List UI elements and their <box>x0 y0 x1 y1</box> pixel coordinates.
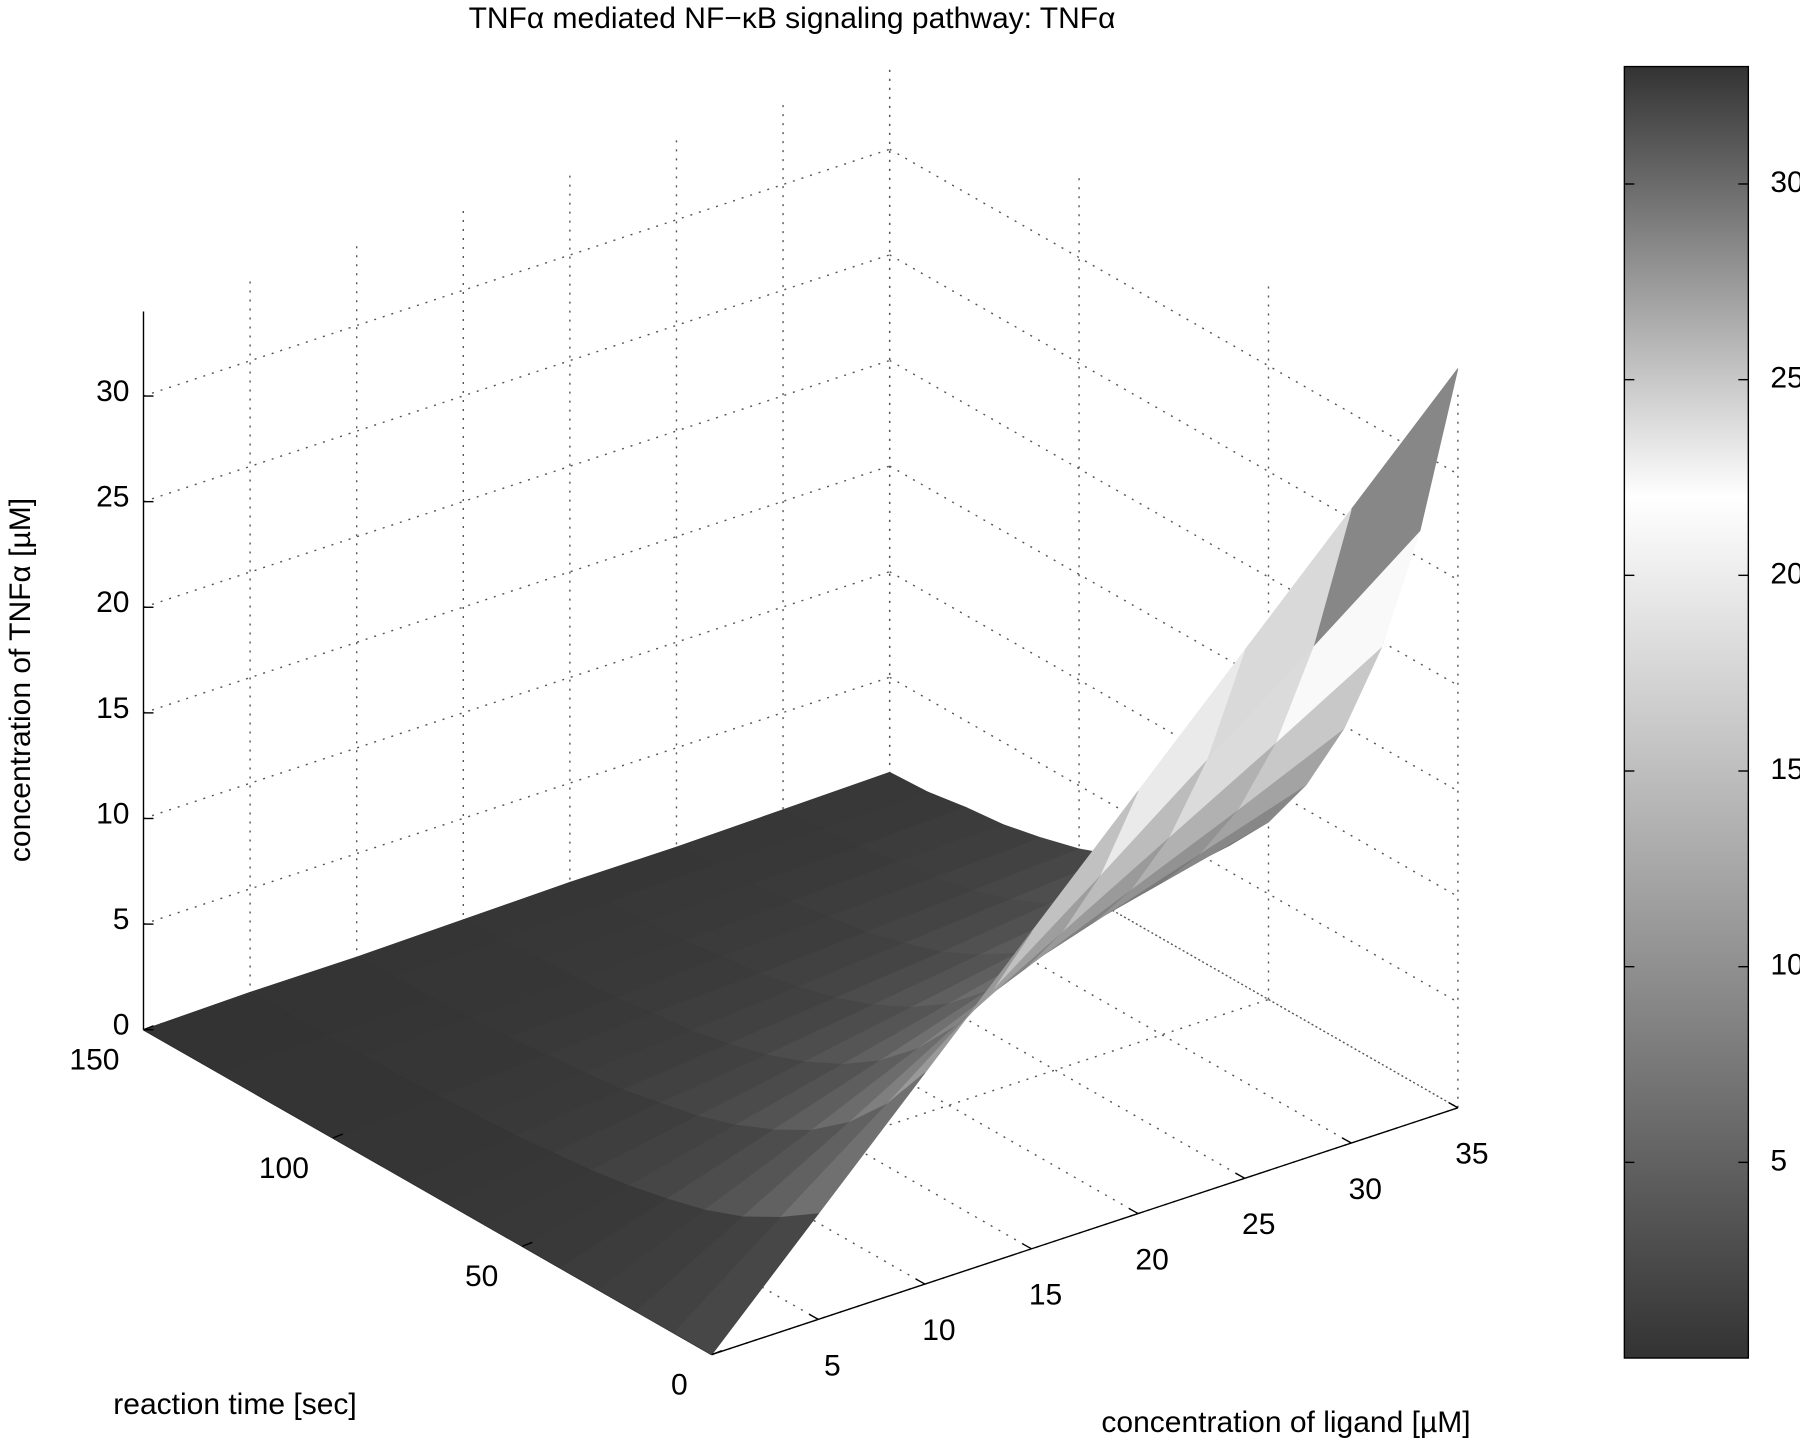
x-tick-label: 5 <box>824 1349 841 1382</box>
colorbar-tick-label: 30 <box>1770 166 1800 199</box>
x-tick-label: 20 <box>1135 1243 1168 1276</box>
x-tick-label: 35 <box>1455 1138 1488 1171</box>
x-axis-label: concentration of ligand [µM] <box>1101 1406 1470 1439</box>
colorbar-tick-label: 15 <box>1770 753 1800 786</box>
x-tick <box>808 1313 819 1320</box>
surface-patch <box>673 1213 820 1356</box>
chart-title: TNFα mediated NF−κB signaling pathway: T… <box>469 2 1116 35</box>
y-tick <box>522 1241 533 1247</box>
colorbar-tick-label: 10 <box>1770 949 1800 982</box>
x-tick <box>1235 1172 1246 1179</box>
grid-line <box>569 888 1139 1215</box>
z-tick-label: 10 <box>96 797 129 830</box>
y-tick <box>332 1133 344 1139</box>
grid-line <box>143 571 890 820</box>
y-tick <box>711 1349 722 1356</box>
x-tick-label: 15 <box>1029 1279 1062 1312</box>
grid-line <box>782 817 1352 1144</box>
colorbar-tick-label: 5 <box>1770 1144 1787 1177</box>
x-tick-label: 25 <box>1242 1208 1275 1241</box>
x-axis <box>711 1107 1459 1356</box>
y-tick <box>143 1025 154 1031</box>
grid-line <box>676 852 1246 1179</box>
grid-line <box>889 782 1459 1109</box>
grid-line <box>143 254 890 503</box>
x-tick <box>1128 1207 1139 1215</box>
colorbar-tick-label: 25 <box>1770 362 1800 395</box>
x-tick <box>1341 1137 1352 1144</box>
x-tick-label: 10 <box>922 1314 955 1347</box>
y-tick-label: 50 <box>465 1260 498 1293</box>
y-tick-label: 150 <box>69 1044 119 1077</box>
grid-line <box>889 359 1459 686</box>
z-axis-label: concentration of TNFα [µM] <box>4 498 37 862</box>
y-axis-label: reaction time [sec] <box>113 1388 356 1421</box>
z-tick-label: 20 <box>96 586 129 619</box>
x-tick-label: 30 <box>1349 1173 1382 1206</box>
z-tick-label: 30 <box>96 375 129 408</box>
y-tick-label: 0 <box>671 1369 688 1402</box>
x-tick <box>1448 1102 1459 1109</box>
x-tick <box>915 1278 926 1285</box>
grid-line <box>143 148 890 397</box>
grid-line <box>889 254 1459 581</box>
z-tick-label: 0 <box>113 1009 130 1042</box>
grid-line <box>356 958 926 1285</box>
z-tick-label: 15 <box>96 692 129 725</box>
grid-line <box>889 465 1459 792</box>
colorbar <box>1623 65 1750 1359</box>
grid-line <box>143 359 890 608</box>
x-tick <box>1022 1243 1032 1250</box>
grid-line <box>889 676 1459 1003</box>
grid-line <box>143 465 890 714</box>
z-tick-label: 5 <box>113 903 130 936</box>
y-tick-label: 100 <box>259 1152 309 1185</box>
grid-line <box>889 571 1459 898</box>
grid-line <box>462 923 1032 1250</box>
colorbar-tick-label: 20 <box>1770 557 1800 590</box>
z-tick-label: 25 <box>96 481 129 514</box>
grid-line <box>889 148 1459 475</box>
